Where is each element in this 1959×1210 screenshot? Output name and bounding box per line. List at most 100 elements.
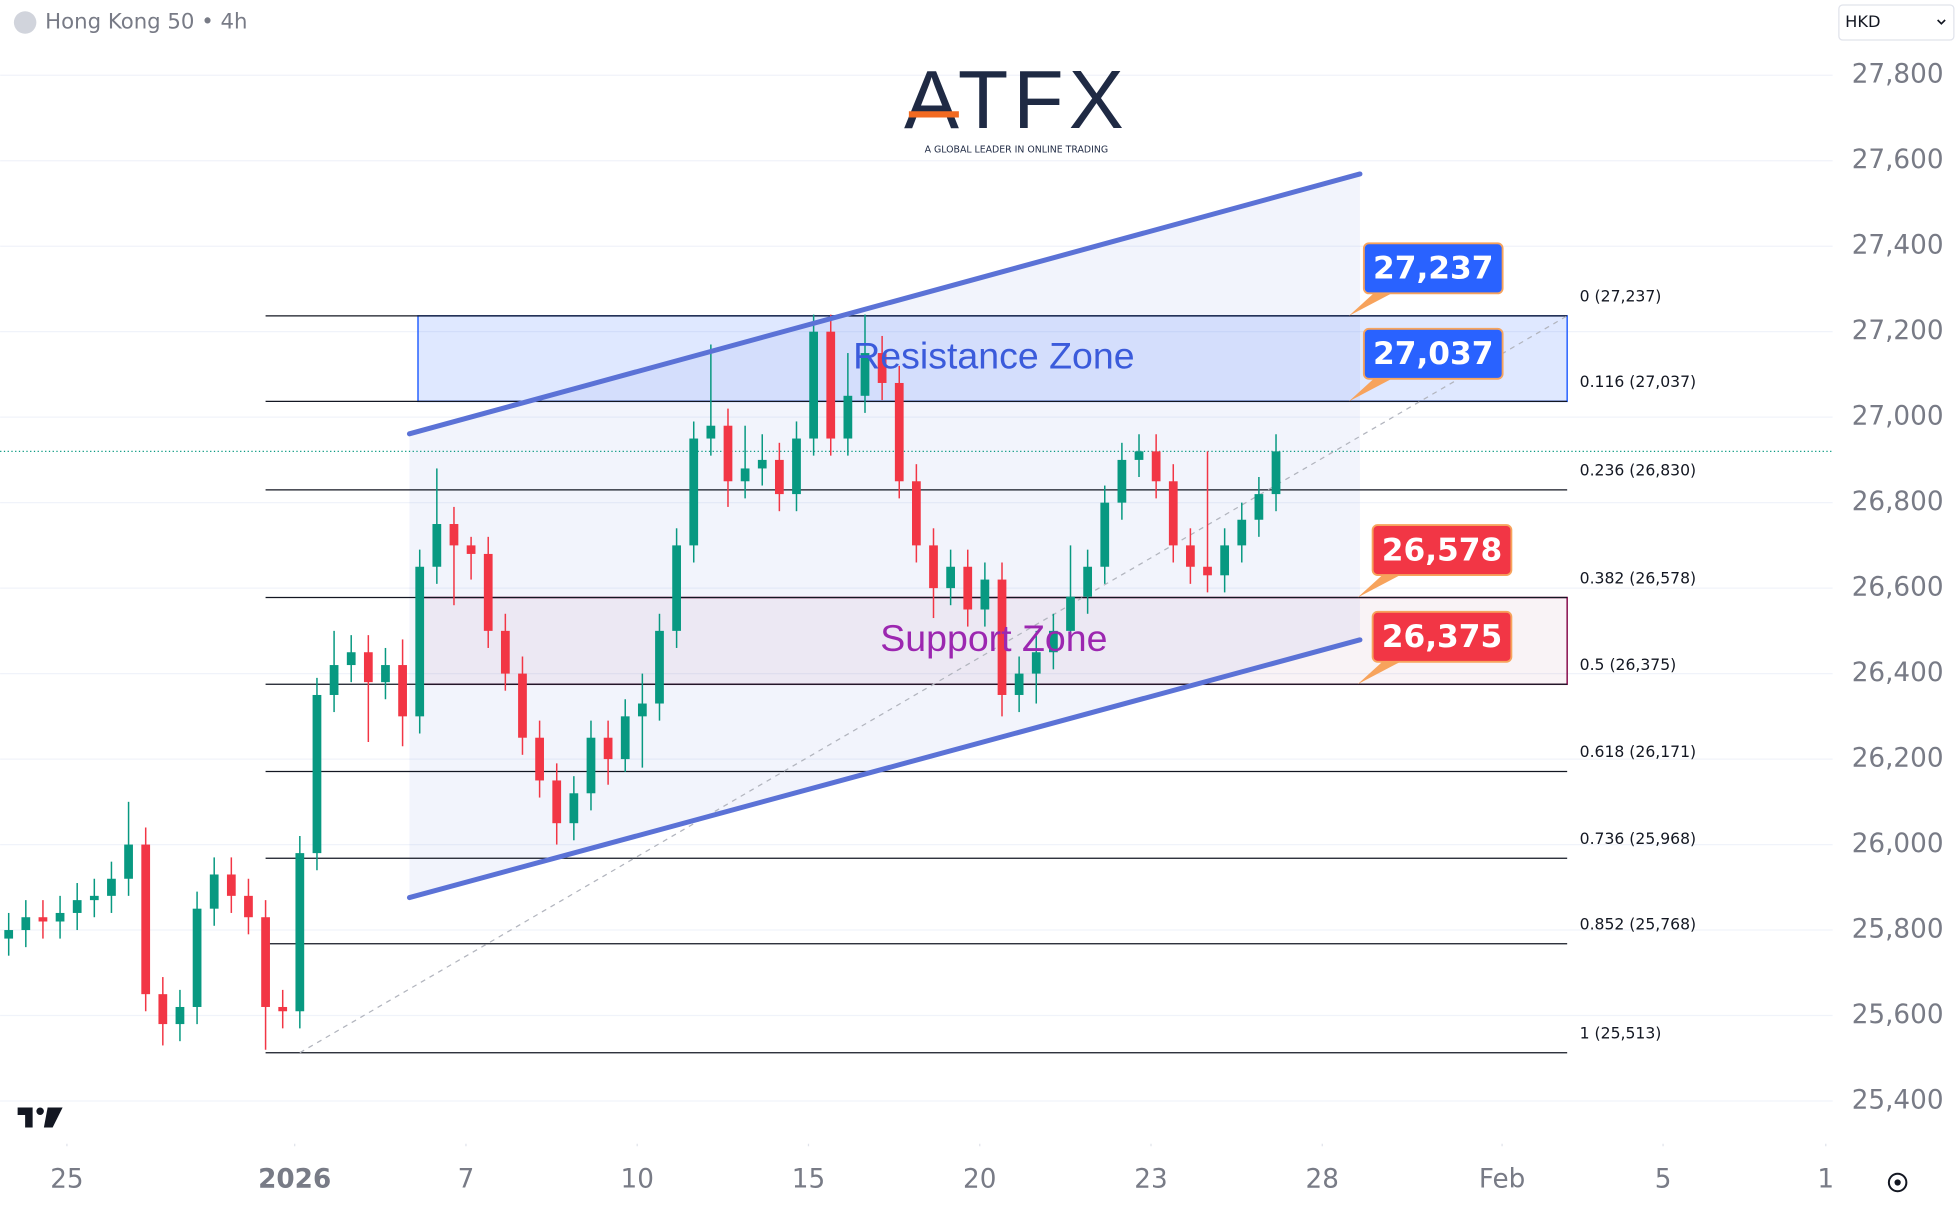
candle-body <box>72 900 82 913</box>
candle-body <box>1271 451 1281 495</box>
x-tick-label: 20 <box>963 1165 996 1195</box>
candle-body <box>449 524 459 546</box>
candle-body <box>261 917 270 1007</box>
symbol-title: Hong Kong 50 • 4h <box>45 10 247 35</box>
candle-body <box>1134 451 1144 460</box>
candle-body <box>723 425 733 482</box>
candle-body <box>1203 566 1212 576</box>
candle-body <box>1254 494 1264 520</box>
candle-body <box>672 545 681 631</box>
badge-pointer <box>1357 659 1406 685</box>
x-tick-label: Feb <box>1479 1165 1525 1195</box>
fib-label: 1 (25,513) <box>1580 1024 1662 1042</box>
y-tick-label: 26,200 <box>1852 744 1944 774</box>
y-tick-label: 26,800 <box>1852 487 1944 517</box>
candle-body <box>826 331 836 439</box>
candle-body <box>860 353 870 396</box>
currency[interactable]: HKD <box>1845 12 1880 31</box>
x-tick-label: 15 <box>792 1165 825 1195</box>
candle-body <box>980 579 990 610</box>
candle-body <box>792 438 801 495</box>
candle-body <box>415 566 425 717</box>
fib-label: 0.5 (26,375) <box>1580 656 1677 674</box>
badge-pointer <box>1357 572 1406 598</box>
candle-body <box>346 652 356 666</box>
candle-body <box>997 579 1007 695</box>
candle-body <box>1100 502 1110 567</box>
candle-body <box>518 673 527 738</box>
candle-body <box>809 331 818 439</box>
x-tick-label: 23 <box>1134 1165 1167 1195</box>
candle-body <box>655 630 664 704</box>
candle-body <box>1066 596 1075 631</box>
x-tick-label: 10 <box>621 1165 654 1195</box>
candle-body <box>946 566 956 589</box>
candle-body <box>877 353 887 383</box>
x-tick-label: 28 <box>1306 1165 1339 1195</box>
candle-body <box>175 1006 185 1025</box>
candle-body <box>1237 519 1247 546</box>
candle-body <box>689 438 699 546</box>
candle-body <box>192 908 202 1007</box>
candle-body <box>21 917 31 931</box>
badge <box>1362 242 1504 295</box>
candle-body <box>107 878 116 896</box>
candle-body <box>963 566 973 610</box>
candle-body <box>500 630 510 674</box>
fib-label: 0.116 (27,037) <box>1580 373 1696 391</box>
candle-body <box>1151 451 1161 482</box>
candle-body <box>38 917 48 922</box>
candle-body <box>466 545 476 554</box>
badge <box>1371 610 1513 663</box>
fib-label: 0.736 (25,968) <box>1580 830 1696 848</box>
zone-label: Support Zone <box>880 617 1107 659</box>
logo-tagline: A GLOBAL LEADER IN ONLINE TRADING <box>925 145 1108 156</box>
y-tick-label: 27,200 <box>1852 316 1944 346</box>
badge <box>1362 327 1504 380</box>
candle-body <box>432 524 442 567</box>
badge <box>1371 524 1513 576</box>
x-tick-label: 25 <box>50 1165 83 1195</box>
candle-body <box>244 895 253 918</box>
candle-body <box>757 459 767 469</box>
logo-text: ATFX <box>904 54 1129 146</box>
candle-body <box>1031 652 1041 674</box>
symbol-icon <box>13 11 37 34</box>
badge-pointer <box>1348 376 1397 402</box>
candle-body <box>1220 545 1230 576</box>
fib-label: 0.852 (25,768) <box>1580 915 1696 933</box>
currency-box[interactable] <box>1838 4 1955 41</box>
candle-body <box>535 737 544 781</box>
candle-body <box>1083 566 1093 597</box>
x-tick-label: 1 <box>1817 1165 1834 1195</box>
candle-body <box>1168 481 1178 546</box>
settings-icon[interactable] <box>1887 1172 1908 1193</box>
channel-line <box>406 637 1363 901</box>
fib-trend <box>299 315 1568 1054</box>
y-tick-label: 27,800 <box>1852 60 1944 90</box>
candle-body <box>843 395 853 439</box>
y-tick-label: 27,600 <box>1852 145 1944 175</box>
channel-line <box>406 171 1363 437</box>
x-tick-label: 2026 <box>258 1165 331 1195</box>
y-tick-label: 27,400 <box>1852 231 1944 261</box>
badge-label: 26,578 <box>1382 532 1503 568</box>
zone-label: Resistance Zone <box>853 335 1134 377</box>
candle-body <box>603 737 613 760</box>
candle-body <box>1049 630 1058 653</box>
fib-label: 0.236 (26,830) <box>1580 462 1696 480</box>
candle-body <box>329 665 339 695</box>
y-tick-label: 25,600 <box>1852 1000 1944 1030</box>
badge-label: 27,037 <box>1373 336 1494 372</box>
y-tick-label: 25,800 <box>1852 915 1944 945</box>
candle-body <box>141 844 151 995</box>
candle-body <box>620 716 630 760</box>
candle-body <box>774 459 784 495</box>
candle-body <box>398 665 407 717</box>
candle-body <box>158 994 168 1025</box>
candle-body <box>312 694 322 854</box>
y-tick-label: 27,000 <box>1852 402 1944 432</box>
y-tick-label: 25,400 <box>1852 1086 1944 1116</box>
